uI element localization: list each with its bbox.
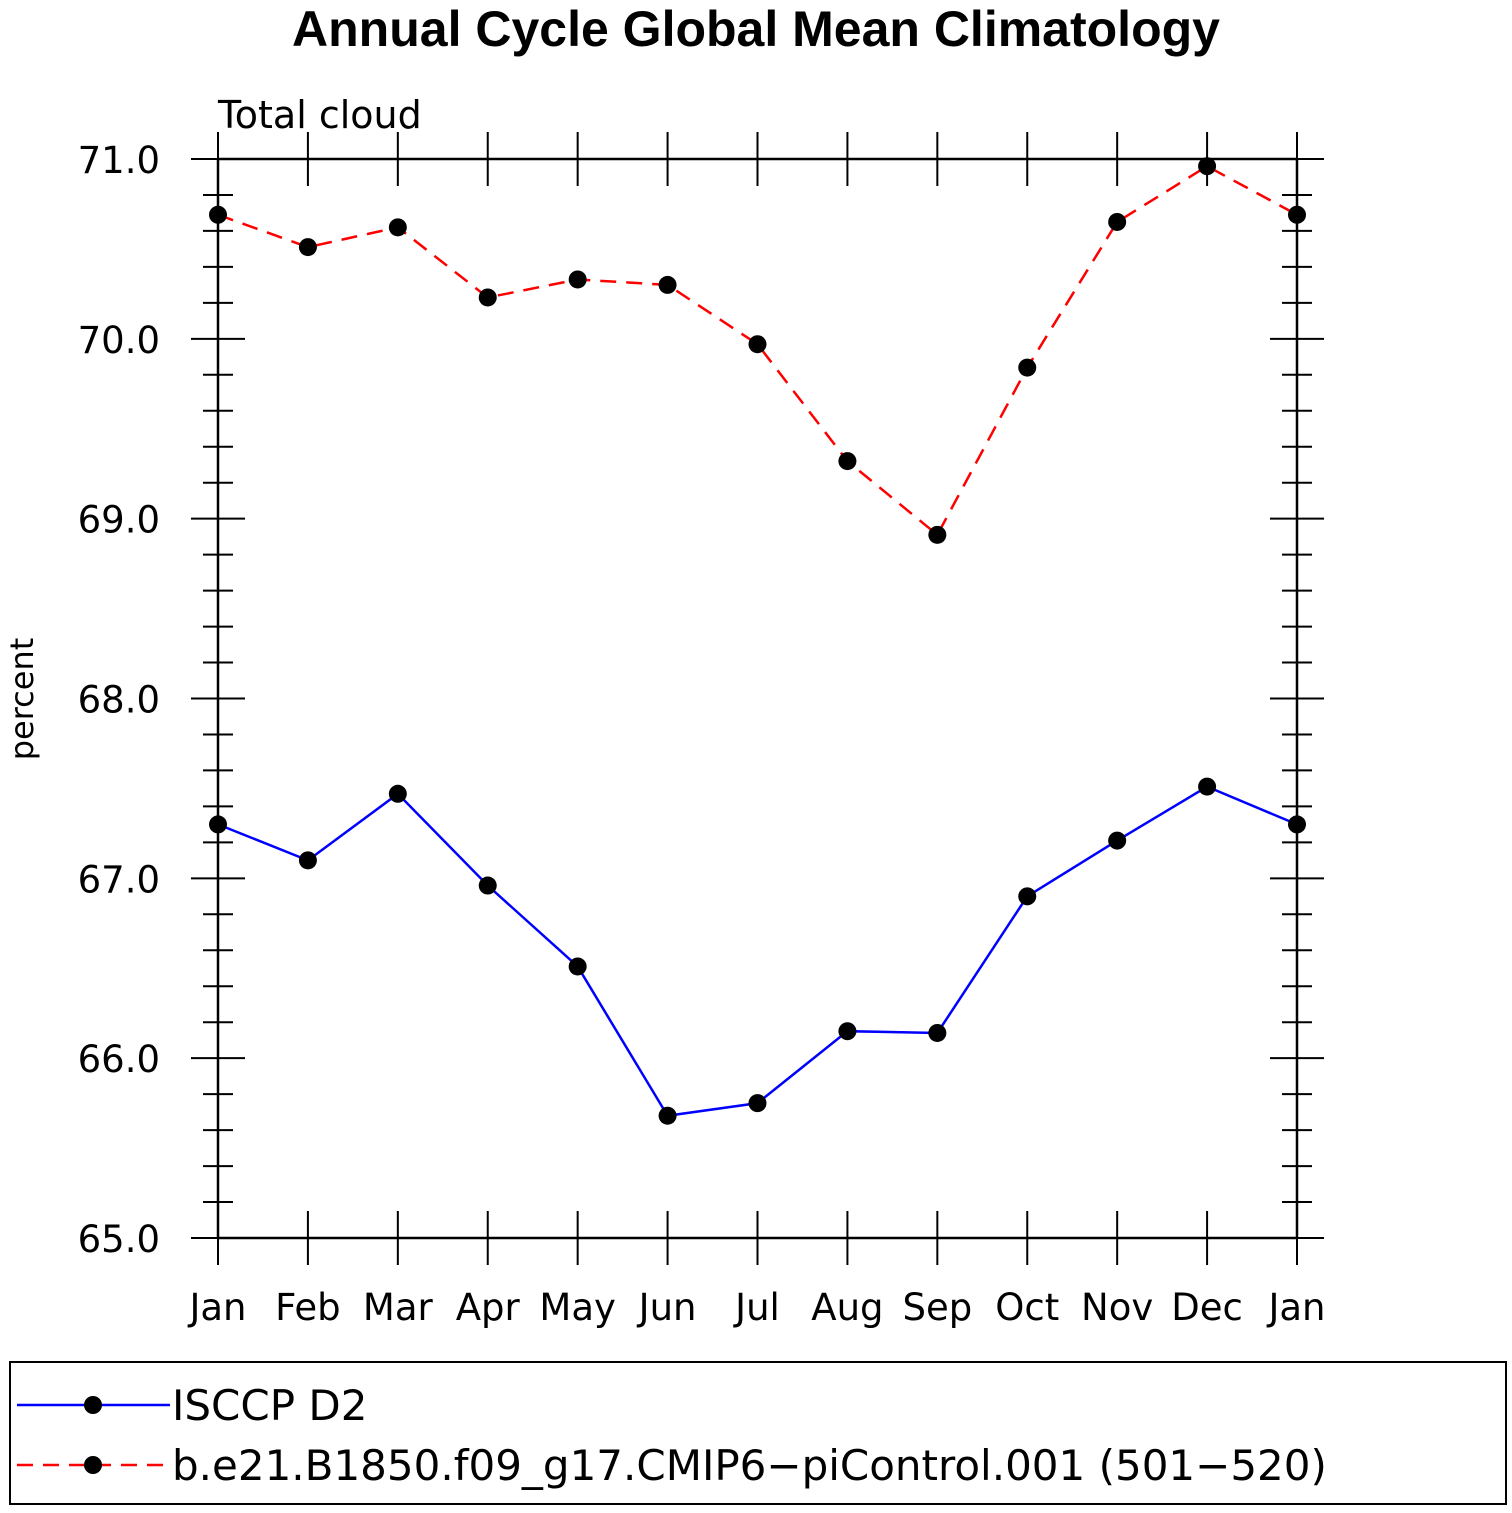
data-point — [1018, 887, 1037, 906]
y-tick-label: 70.0 — [78, 319, 160, 362]
chart-title: Annual Cycle Global Mean Climatology — [292, 1, 1220, 57]
data-point — [838, 452, 857, 471]
x-tick-label: Feb — [275, 1286, 341, 1329]
data-point — [1018, 358, 1037, 377]
y-tick-label: 66.0 — [78, 1038, 160, 1081]
series-1 — [209, 777, 1306, 1125]
x-tick-label: Nov — [1081, 1286, 1153, 1329]
data-point — [209, 205, 227, 224]
legend: ISCCP D2 b.e21.B1850.f09_g17.CMIP6−piCont… — [9, 1361, 1507, 1505]
legend-label: ISCCP D2 — [172, 1381, 367, 1430]
legend-item-2: b.e21.B1850.f09_g17.CMIP6−piControl.001 … — [17, 1441, 1327, 1490]
data-point — [748, 335, 767, 354]
x-tick-label: Aug — [811, 1286, 883, 1329]
legend-item-1: ISCCP D2 — [17, 1381, 367, 1430]
legend-marker — [84, 1396, 102, 1414]
x-tick-label: Mar — [363, 1286, 434, 1329]
x-tick-label: Jun — [637, 1286, 697, 1329]
data-point — [298, 238, 317, 257]
x-tick-label: May — [539, 1286, 616, 1329]
series-2 — [209, 157, 1306, 544]
x-tick-label: Jan — [187, 1286, 246, 1329]
plot-series — [209, 157, 1306, 1125]
data-point — [1108, 212, 1127, 231]
y-tick-label: 68.0 — [78, 679, 160, 722]
data-point — [388, 218, 407, 237]
data-point — [478, 288, 497, 307]
data-point — [1288, 815, 1306, 834]
y-tick-label: 67.0 — [78, 858, 160, 901]
data-point — [388, 784, 407, 803]
x-tick-label: Dec — [1171, 1286, 1243, 1329]
legend-box — [9, 1361, 1507, 1505]
x-tick-label: Sep — [902, 1286, 972, 1329]
y-tick-label: 65.0 — [78, 1218, 160, 1261]
y-tick-label: 69.0 — [78, 499, 160, 542]
data-point — [1198, 157, 1217, 176]
data-point — [1288, 205, 1306, 224]
legend-marker — [84, 1456, 102, 1474]
x-tick-label: Jan — [1266, 1286, 1325, 1329]
data-point — [568, 957, 587, 976]
data-point — [1198, 777, 1217, 796]
data-point — [478, 876, 497, 895]
data-point — [748, 1094, 767, 1113]
x-tick-label: Apr — [456, 1286, 521, 1329]
data-point — [1108, 831, 1127, 850]
x-tick-label: Oct — [995, 1286, 1059, 1329]
legend-label: b.e21.B1850.f09_g17.CMIP6−piControl.001 … — [172, 1441, 1327, 1490]
y-tick-label: 71.0 — [78, 139, 160, 182]
chart-subtitle: Total cloud — [217, 93, 422, 137]
x-tick-label: Jul — [733, 1286, 780, 1329]
y-axis-label: percent — [3, 638, 41, 761]
data-point — [298, 851, 317, 870]
data-point — [928, 525, 947, 544]
series-line — [217, 785, 1298, 1118]
data-point — [568, 270, 587, 289]
data-point — [658, 1106, 677, 1125]
axes: 65.0 66.0 67.0 68.0 69.0 70.0 71.0 Jan Feb Mar Apr… — [78, 132, 1326, 1329]
data-point — [928, 1023, 947, 1042]
data-point — [209, 815, 227, 834]
data-point — [658, 275, 677, 294]
data-point — [838, 1022, 857, 1041]
